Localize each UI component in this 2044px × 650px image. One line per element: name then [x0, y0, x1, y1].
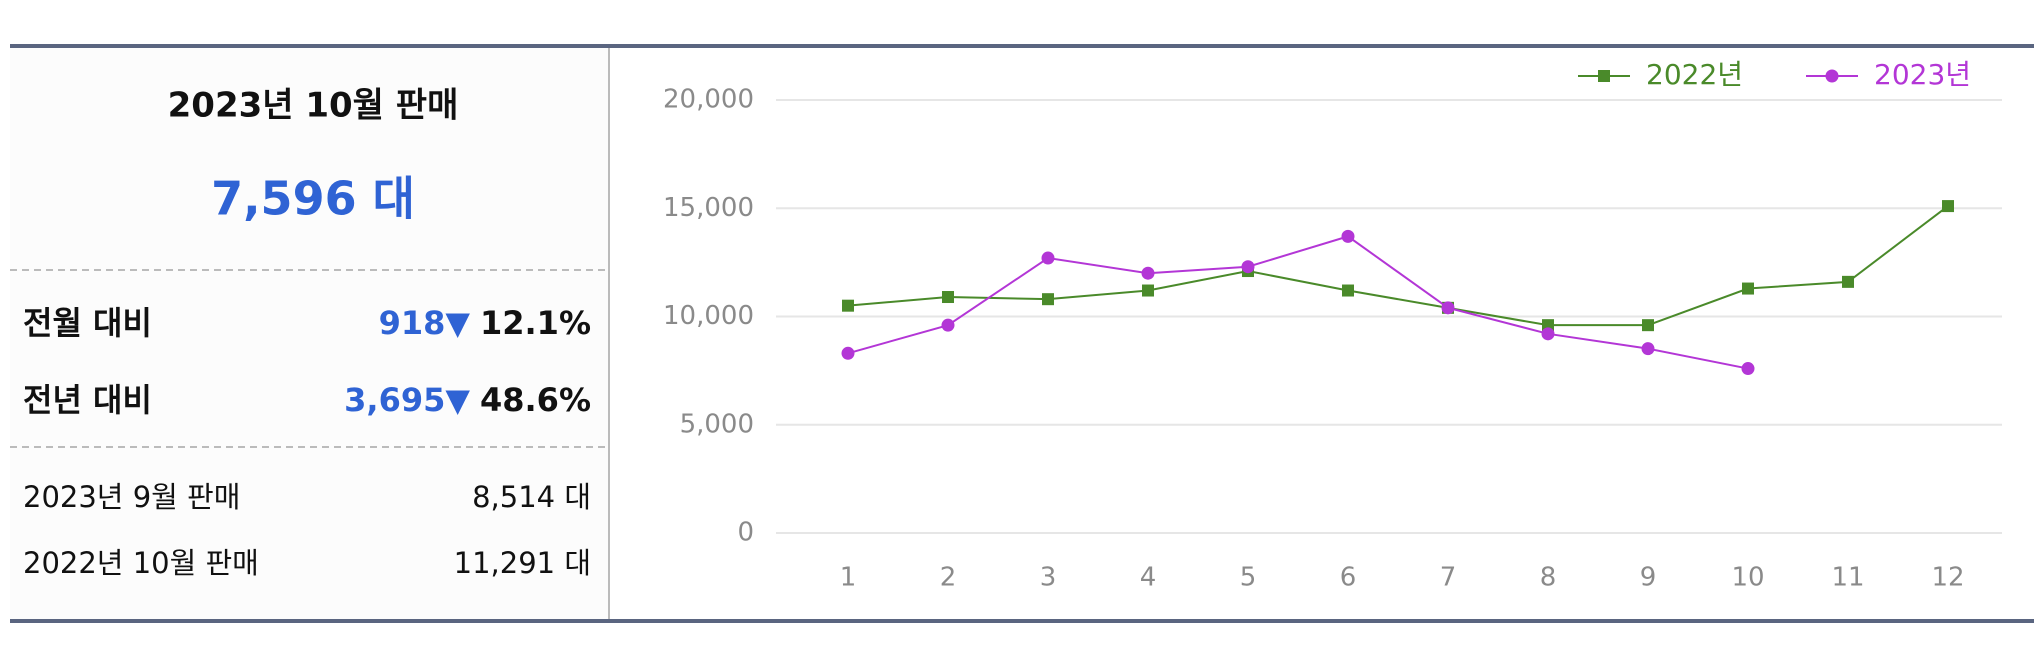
x-tick-label: 4: [1140, 563, 1157, 593]
legend-label: 2022년: [1646, 58, 1743, 91]
point: [1842, 275, 1854, 288]
legend-marker: [1598, 70, 1610, 82]
point: [841, 346, 855, 360]
point: [842, 299, 854, 312]
x-tick-label: 11: [1831, 563, 1864, 593]
point: [942, 291, 954, 304]
point: [1541, 327, 1555, 341]
point: [1341, 229, 1355, 243]
point: [1641, 342, 1655, 356]
row-percent: 12.1%: [480, 304, 591, 342]
point: [1741, 362, 1755, 376]
y-tick-label: 20,000: [663, 85, 754, 115]
x-tick-label: 6: [1340, 563, 1357, 593]
x-tick-label: 12: [1931, 563, 1964, 593]
y-tick-label: 10,000: [663, 301, 754, 331]
x-tick-label: 8: [1540, 563, 1557, 593]
y-tick-label: 15,000: [663, 193, 754, 223]
point: [1241, 260, 1255, 274]
x-tick-label: 1: [840, 563, 857, 593]
point: [1642, 319, 1654, 332]
row-change: 918▼: [379, 304, 471, 342]
point: [1041, 251, 1055, 265]
history-value: 8,514 대: [472, 480, 591, 514]
point: [1142, 284, 1154, 297]
row-values: 3,695▼ 48.6%: [344, 381, 591, 419]
x-tick-label: 9: [1640, 563, 1657, 593]
legend-label: 2023년: [1874, 58, 1971, 91]
x-tick-label: 2: [940, 563, 957, 593]
x-tick-label: 3: [1040, 563, 1057, 593]
row-change: 3,695▼: [344, 381, 470, 419]
x-tick-label: 5: [1240, 563, 1257, 593]
legend-marker: [1825, 69, 1839, 83]
point: [1342, 284, 1354, 297]
point: [1441, 301, 1455, 315]
series-line: [847, 205, 1949, 327]
history-value: 11,291 대: [454, 546, 591, 580]
x-tick-label: 10: [1731, 563, 1764, 593]
row-label: 전년 대비: [23, 381, 152, 419]
x-tick-label: 7: [1440, 563, 1457, 593]
point: [941, 318, 955, 332]
point: [1042, 293, 1054, 306]
y-tick-label: 5,000: [680, 409, 754, 439]
point: [1141, 266, 1155, 280]
series-line: [847, 235, 1749, 370]
row-label: 전월 대비: [23, 304, 152, 342]
point: [1742, 282, 1754, 295]
summary-total: 7,596 대: [211, 172, 415, 226]
row-values: 918▼ 12.1%: [379, 304, 591, 342]
history-label: 2023년 9월 판매: [23, 480, 240, 514]
history-label: 2022년 10월 판매: [23, 546, 259, 580]
y-tick-label: 0: [737, 518, 754, 548]
summary-title: 2023년 10월 판매: [168, 86, 459, 126]
row-percent: 48.6%: [480, 381, 591, 419]
point: [1942, 200, 1954, 213]
summary-bg: [10, 46, 609, 621]
